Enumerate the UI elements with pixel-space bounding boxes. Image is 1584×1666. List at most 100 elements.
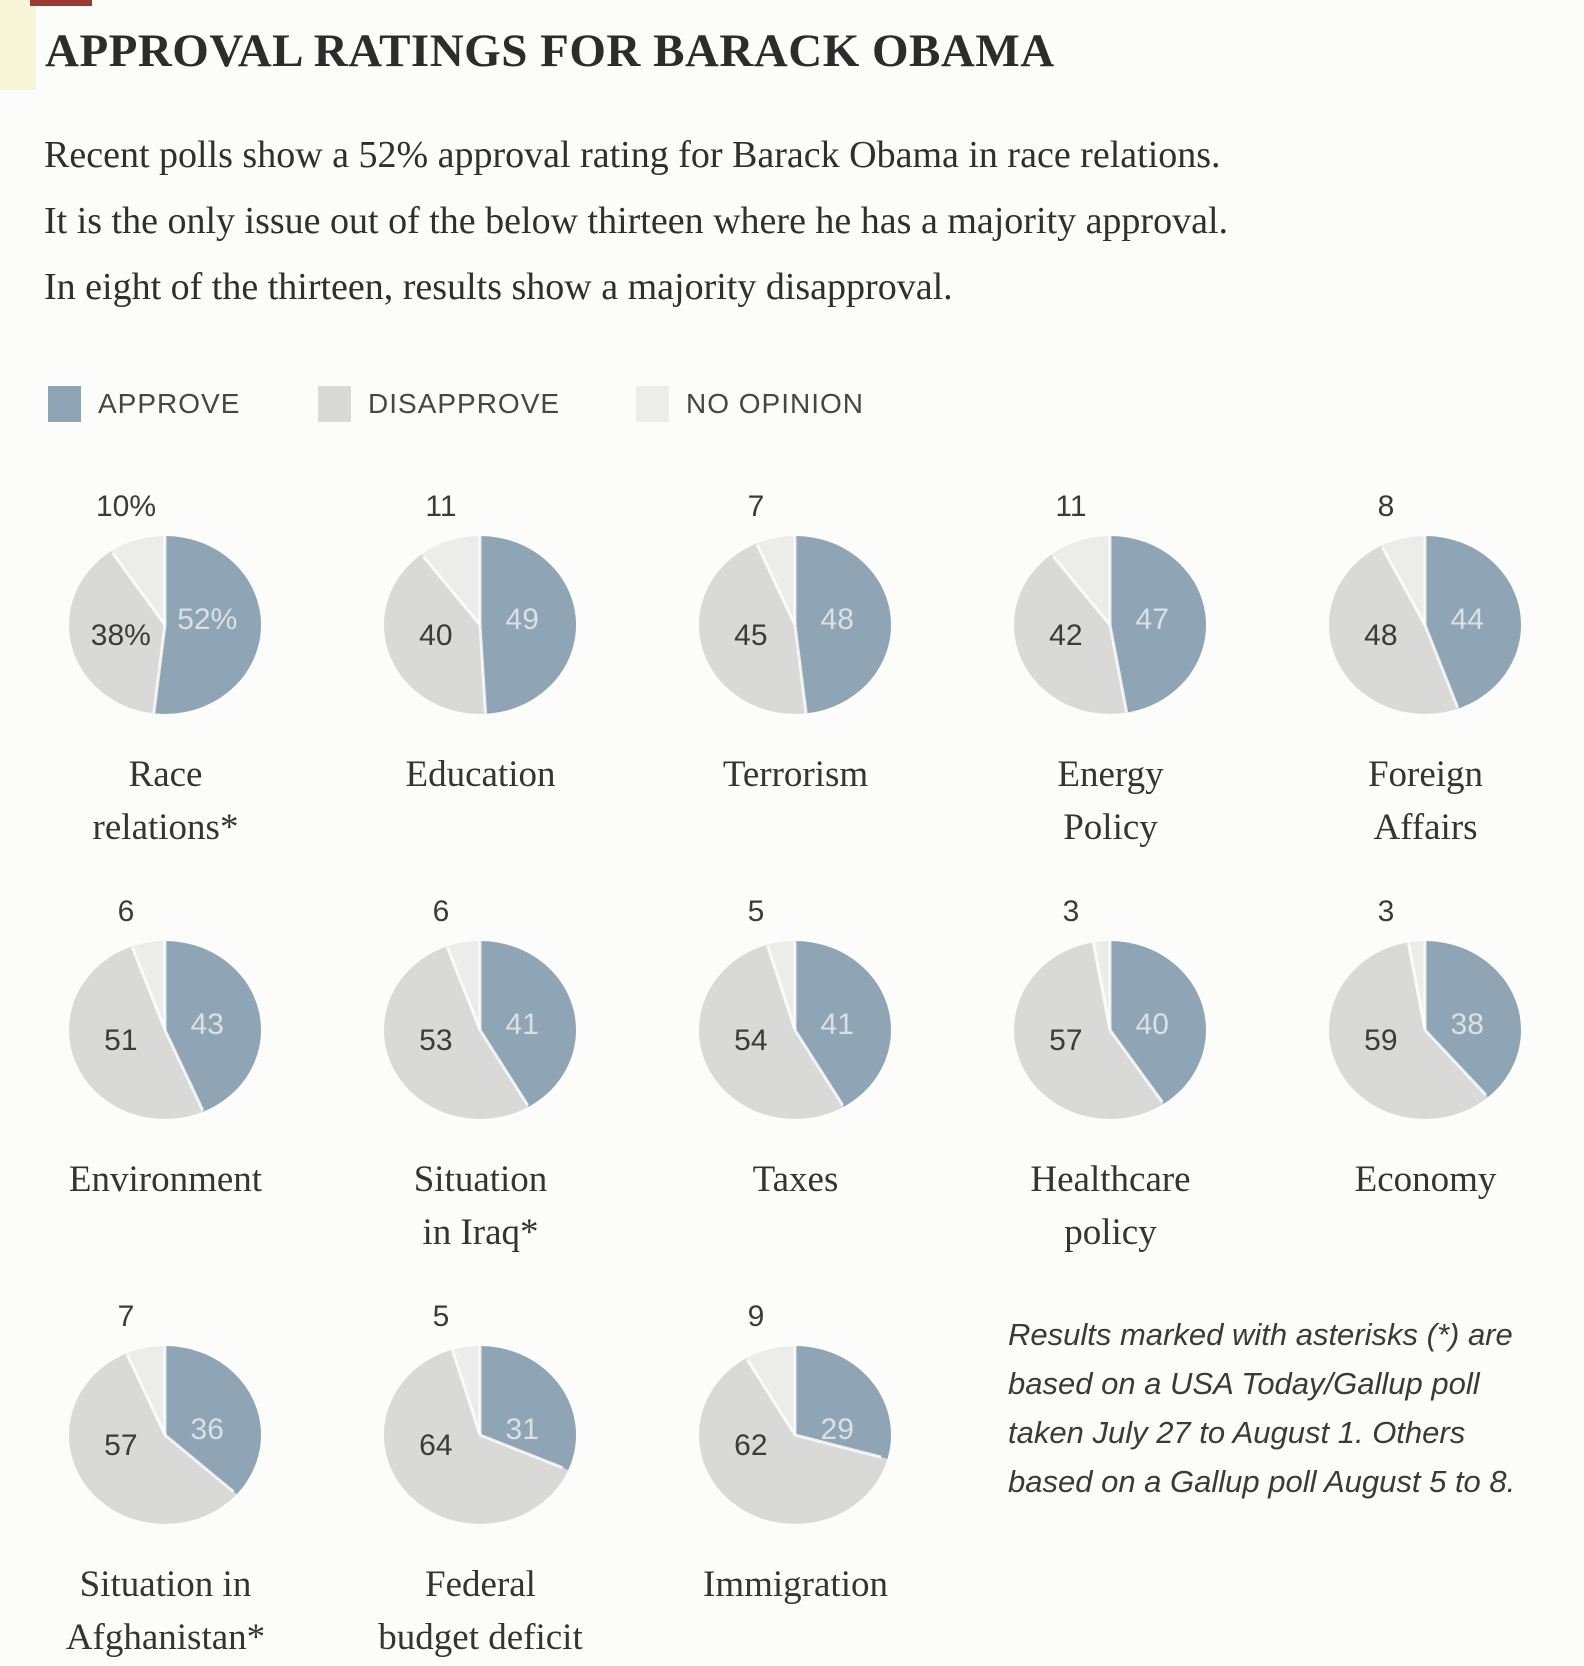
slice-separator	[793, 1346, 797, 1435]
slice-separator	[130, 946, 167, 1031]
category-label-line: Terrorism	[722, 754, 869, 795]
pie-chart-cell: 3 59 38 Economy	[1268, 893, 1583, 1293]
approve-value-label: 47	[1135, 602, 1169, 636]
category-label-line: budget deficit	[378, 1617, 583, 1658]
disapprove-value-label: 51	[104, 1023, 138, 1057]
category-label-line: Race	[128, 754, 203, 795]
slice-separator	[1423, 941, 1427, 1030]
slice-separator	[445, 946, 482, 1031]
category-label-line: relations*	[92, 807, 239, 848]
legend-item-approve: APPROVE	[48, 386, 240, 422]
approve-value-label: 41	[505, 1007, 539, 1041]
slice-separator	[1380, 546, 1427, 626]
page-title: APPROVAL RATINGS FOR BARACK OBAMA	[45, 25, 1055, 77]
no-opinion-value-label: 10%	[95, 490, 157, 523]
pie-chart-cell: 6 51 43 Environment	[8, 893, 323, 1293]
category-label-line: policy	[1064, 1212, 1157, 1253]
footnote-line: taken July 27 to August 1. Others	[1008, 1415, 1466, 1450]
category-label-line: Federal	[425, 1564, 536, 1605]
pie-chart-cell: 5 54 41 Taxes	[638, 893, 953, 1293]
no-opinion-value-label: 7	[747, 490, 765, 523]
category-label-line: Situation in	[79, 1564, 252, 1605]
category-label: Race relations*	[8, 748, 323, 854]
no-opinion-value-label: 7	[117, 1300, 135, 1333]
category-label: Environment	[8, 1153, 323, 1206]
slice-separator	[125, 1353, 167, 1436]
approve-value-label: 38	[1450, 1007, 1484, 1041]
disapprove-value-label: 42	[1049, 618, 1083, 652]
disapprove-value-label: 40	[419, 618, 453, 652]
legend-label: APPROVE	[98, 388, 241, 419]
slice-separator	[793, 624, 808, 714]
pie-chart-cell: 7 57 36 Situation in Afghanistan*	[8, 1298, 323, 1666]
category-label-line: Afghanistan*	[65, 1617, 266, 1658]
slice-separator	[1108, 624, 1129, 713]
intro-line: In eight of the thirteen, results show a…	[44, 266, 953, 308]
pie-chart: 57 40	[1014, 941, 1206, 1119]
category-label-line: Foreign	[1367, 754, 1484, 795]
intro-line: It is the only issue out of the below th…	[44, 200, 1229, 242]
category-label: Immigration	[638, 1558, 953, 1611]
slice-separator	[1108, 536, 1112, 625]
category-label: Situation in Afghanistan*	[8, 1558, 323, 1664]
pie-chart: 38% 52%	[69, 536, 261, 714]
no-opinion-value-label: 9	[747, 1300, 765, 1333]
slice-separator	[451, 1349, 482, 1436]
disapprove-value-label: 57	[1049, 1023, 1083, 1057]
slice-separator	[478, 1346, 482, 1435]
pie-chart: 62 29	[699, 1346, 891, 1524]
category-label-line: Affairs	[1373, 807, 1478, 848]
disapprove-value-label: 53	[419, 1023, 453, 1057]
approve-value-label: 31	[505, 1412, 539, 1446]
pie-chart: 51 43	[69, 941, 261, 1119]
pie-chart: 42 47	[1014, 536, 1206, 714]
pie-chart: 57 36	[69, 1346, 261, 1524]
pie-chart-cell: 5 64 31 Federal budget deficit	[323, 1298, 638, 1666]
disapprove-value-label: 48	[1364, 618, 1398, 652]
approve-value-label: 41	[820, 1007, 854, 1041]
category-label-line: Immigration	[703, 1564, 888, 1605]
category-label-line: Situation	[413, 1159, 548, 1200]
no-opinion-value-label: 11	[1055, 490, 1087, 523]
category-label-line: Environment	[68, 1159, 263, 1200]
category-label: Situation in Iraq*	[323, 1153, 638, 1259]
legend: APPROVE DISAPPROVE NO OPINION	[0, 386, 1584, 430]
pie-row-3: 7 57 36 Situation in Afghanistan* 5 64 31…	[8, 1298, 953, 1666]
approve-swatch-icon	[48, 386, 81, 422]
category-label: Terrorism	[638, 748, 953, 801]
category-label: Foreign Affairs	[1268, 748, 1583, 854]
category-label-line: Healthcare	[1030, 1159, 1191, 1200]
pie-chart-cell: 3 57 40 Healthcare policy	[953, 893, 1268, 1293]
no-opinion-value-label: 6	[117, 895, 135, 928]
disapprove-value-label: 38%	[90, 618, 151, 652]
legend-label: DISAPPROVE	[368, 388, 561, 419]
pie-chart-cell: 7 45 48 Terrorism	[638, 488, 953, 888]
slice-separator	[478, 624, 488, 714]
no-opinion-value-label: 5	[432, 1300, 450, 1333]
category-label-line: Energy	[1057, 754, 1164, 795]
pie-chart: 64 31	[384, 1346, 576, 1524]
slice-separator	[152, 624, 167, 714]
category-label-line: in Iraq*	[422, 1212, 539, 1253]
scan-artifact-red-mark	[30, 0, 92, 6]
pie-chart-cell: 8 48 44 Foreign Affairs	[1268, 488, 1583, 888]
category-label: Taxes	[638, 1153, 953, 1206]
slice-separator	[793, 536, 797, 625]
slice-separator	[1423, 536, 1427, 625]
approve-value-label: 52%	[177, 602, 238, 636]
pie-chart: 54 41	[699, 941, 891, 1119]
pie-chart: 48 44	[1329, 536, 1521, 714]
pie-chart: 53 41	[384, 941, 576, 1119]
approve-value-label: 29	[820, 1412, 854, 1446]
footnote-line: based on a USA Today/Gallup poll	[1008, 1366, 1480, 1401]
footnote-line: Results marked with asterisks (*) are	[1008, 1317, 1513, 1352]
category-label: Federal budget deficit	[323, 1558, 638, 1664]
slice-separator	[1052, 555, 1112, 626]
no-opinion-value-label: 11	[425, 490, 457, 523]
disapprove-value-label: 54	[734, 1023, 768, 1057]
slice-separator	[755, 543, 797, 626]
disapprove-value-label: 57	[104, 1428, 138, 1462]
pie-chart: 40 49	[384, 536, 576, 714]
pie-chart-cell: 11 42 47 Energy Policy	[953, 488, 1268, 888]
